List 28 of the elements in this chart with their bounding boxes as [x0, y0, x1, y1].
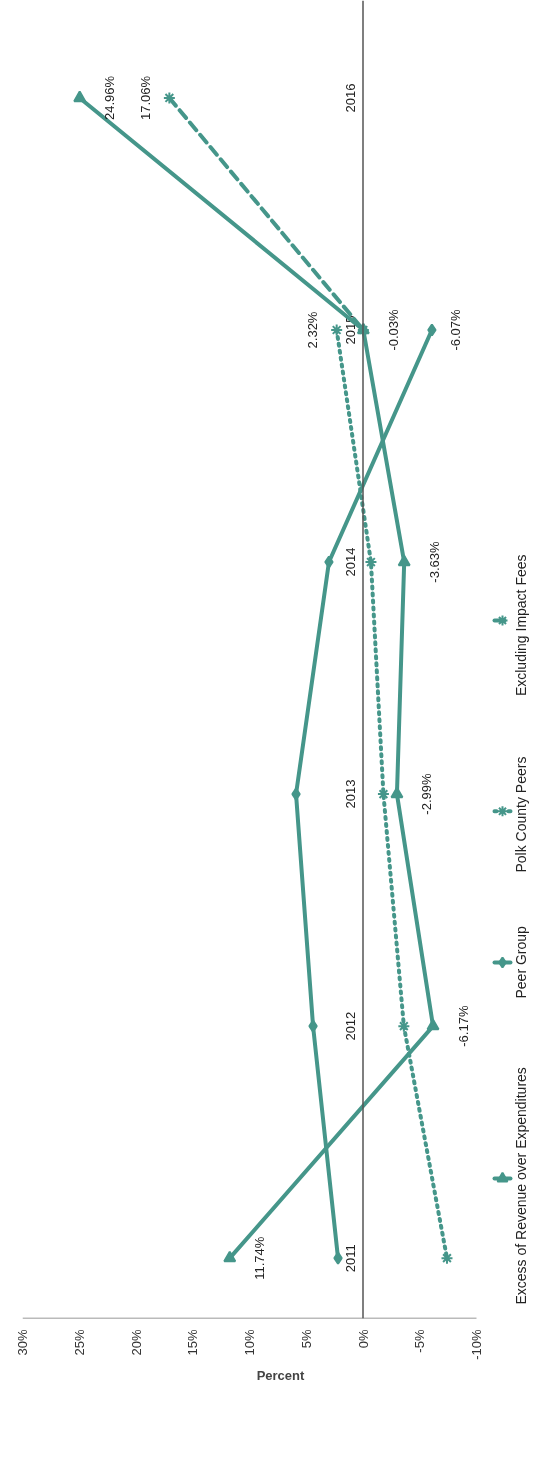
- y-tick-label: 2014: [342, 547, 358, 577]
- data-label: -6.07%: [448, 308, 464, 351]
- x-tick-label: 5%: [298, 1329, 314, 1349]
- x-tick-label: 20%: [128, 1329, 144, 1356]
- data-label: -0.03%: [385, 308, 401, 351]
- y-tick-label: 2016: [342, 83, 358, 113]
- data-label: 24.96%: [102, 75, 118, 120]
- legend-label: Excess of Revenue over Expenditures: [512, 1067, 529, 1305]
- data-label: -3.63%: [426, 541, 442, 583]
- x-tick-label: -5%: [412, 1329, 428, 1353]
- y-tick-label: 2012: [342, 1011, 358, 1041]
- x-tick-label: 25%: [71, 1329, 87, 1356]
- x-tick-label: 15%: [185, 1329, 201, 1356]
- data-label: -6.17%: [455, 1005, 471, 1047]
- data-label: 11.74%: [252, 1236, 268, 1280]
- data-label: 17.06%: [137, 75, 153, 120]
- x-tick-label: 10%: [242, 1329, 257, 1356]
- data-label: 2.32%: [305, 311, 321, 349]
- y-tick-label: 2013: [342, 779, 358, 809]
- legend-label: Excluding Impact Fees: [512, 554, 529, 697]
- data-label: -2.99%: [419, 773, 435, 815]
- x-tick-label: -10%: [469, 1329, 484, 1360]
- x-tick-label: 0%: [355, 1329, 371, 1349]
- x-tick-label: 30%: [15, 1329, 30, 1356]
- legend-label: Peer Group: [512, 925, 529, 999]
- y-tick-label: 2011: [342, 1244, 358, 1273]
- legend-label: Polk County Peers: [512, 756, 529, 873]
- x-axis-title: Percent: [256, 1367, 306, 1383]
